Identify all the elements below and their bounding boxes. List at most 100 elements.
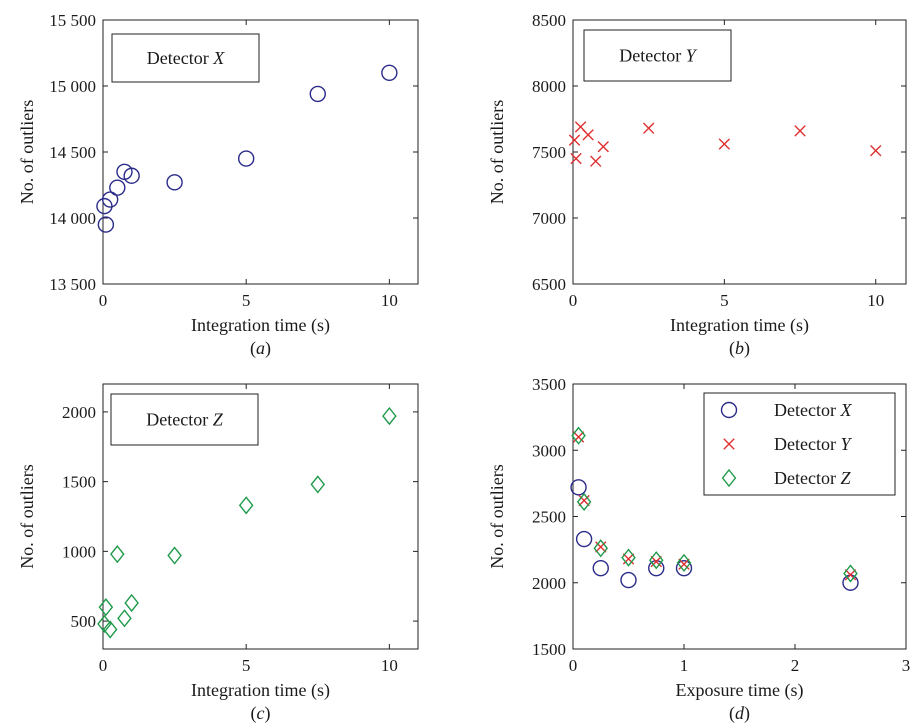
panel-a: 0 5 10 13 500 14 000 14 500 15 000 15 500 Integr… bbox=[17, 11, 419, 359]
data-point bbox=[844, 569, 857, 581]
data-point bbox=[842, 574, 859, 591]
data-point bbox=[96, 197, 113, 215]
data-point bbox=[570, 479, 587, 496]
y-tick-label: 2000 bbox=[532, 574, 566, 593]
data-point bbox=[650, 555, 662, 568]
data-point bbox=[592, 559, 609, 577]
data-point bbox=[590, 155, 602, 167]
data-point bbox=[109, 179, 126, 196]
x-tick-label: 5 bbox=[242, 291, 251, 310]
x-tick-label: 2 bbox=[791, 656, 800, 675]
y-tick-label: 6500 bbox=[532, 275, 566, 294]
y-tick-label: 3500 bbox=[532, 375, 566, 394]
data-point bbox=[597, 141, 609, 153]
x-tick-label: 3 bbox=[902, 656, 911, 675]
y-tick-label: 7500 bbox=[532, 143, 566, 162]
data-point bbox=[97, 614, 112, 634]
legend: Detector Y bbox=[583, 29, 732, 82]
data-point bbox=[382, 406, 397, 426]
data-point bbox=[97, 216, 115, 233]
panel-b: 0 5 10 6500 7000 7500 8000 8500 Integration time… bbox=[487, 11, 907, 359]
data-point bbox=[676, 553, 692, 572]
y-tick-label: 15 000 bbox=[49, 77, 96, 96]
data-point bbox=[718, 138, 731, 150]
y-axis-label: No. of outliers bbox=[17, 464, 37, 568]
data-point bbox=[620, 571, 637, 589]
data-point bbox=[575, 530, 593, 548]
y-tick-label: 14 000 bbox=[49, 209, 96, 228]
data-point bbox=[593, 539, 609, 558]
legend-marker bbox=[721, 468, 737, 488]
y-tick-label: 3000 bbox=[532, 441, 566, 460]
data-point bbox=[166, 174, 183, 191]
data-point bbox=[101, 191, 119, 208]
y-tick-label: 2000 bbox=[62, 403, 96, 422]
legend-box bbox=[110, 393, 259, 446]
x-tick-label: 0 bbox=[99, 656, 108, 675]
y-axis-label: No. of outliers bbox=[17, 100, 37, 204]
data-point bbox=[870, 144, 882, 157]
data-point bbox=[167, 546, 182, 565]
legend-entry-label: Detector X bbox=[774, 400, 852, 420]
data-point bbox=[117, 609, 132, 628]
data-point bbox=[622, 553, 635, 565]
x-axis-label: Integration time (s) bbox=[191, 315, 330, 336]
data-point bbox=[572, 431, 585, 443]
y-tick-label: 14 500 bbox=[49, 143, 96, 162]
legend-entry-label: Detector Y bbox=[619, 46, 697, 66]
legend-entry-label: Detector Z bbox=[774, 468, 851, 488]
panel-d: 0 1 2 3 1500 2000 2500 3000 3500 Exposure time (s… bbox=[487, 375, 910, 724]
data-point bbox=[310, 475, 326, 494]
data-point bbox=[568, 134, 581, 146]
panel-label: (d) bbox=[729, 703, 750, 724]
y-axis-label: No. of outliers bbox=[487, 100, 507, 204]
data-point bbox=[794, 125, 806, 137]
legend: Detector Z bbox=[110, 393, 259, 446]
series-y bbox=[568, 121, 882, 167]
data-point bbox=[237, 150, 255, 167]
x-axis-label: Integration time (s) bbox=[670, 315, 809, 336]
x-tick-label: 0 bbox=[99, 291, 108, 310]
legend-box bbox=[111, 33, 260, 83]
legend: Detector X Detector Y Detector Z bbox=[703, 392, 896, 496]
series-z bbox=[571, 426, 858, 583]
x-tick-label: 5 bbox=[242, 656, 251, 675]
series-x bbox=[96, 64, 398, 233]
x-tick-label: 1 bbox=[680, 656, 689, 675]
y-tick-label: 15 500 bbox=[49, 11, 96, 30]
x-tick-label: 0 bbox=[569, 656, 578, 675]
legend-entry-label: Detector X bbox=[147, 48, 225, 68]
data-point bbox=[381, 64, 398, 82]
data-point bbox=[309, 85, 326, 103]
panel-label: (b) bbox=[729, 338, 750, 359]
data-point bbox=[571, 426, 586, 445]
panel-c: 0 5 10 500 1000 1500 2000 Integration time (s) N… bbox=[17, 383, 419, 724]
plot-area bbox=[102, 383, 419, 650]
data-point bbox=[102, 620, 118, 639]
data-point bbox=[642, 122, 655, 134]
y-tick-label: 13 500 bbox=[49, 275, 96, 294]
y-tick-label: 8000 bbox=[532, 77, 566, 96]
data-point bbox=[843, 564, 858, 583]
legend: Detector X bbox=[111, 33, 260, 83]
data-point bbox=[595, 541, 607, 553]
series-y bbox=[572, 431, 857, 581]
data-point bbox=[678, 558, 690, 570]
x-tick-label: 10 bbox=[381, 656, 398, 675]
x-tick-label: 0 bbox=[569, 291, 578, 310]
legend-box bbox=[583, 29, 732, 82]
y-tick-label: 500 bbox=[71, 612, 97, 631]
data-point bbox=[648, 551, 664, 570]
y-tick-label: 7000 bbox=[532, 209, 566, 228]
x-axis-label: Integration time (s) bbox=[191, 680, 330, 701]
data-point bbox=[582, 129, 594, 141]
y-tick-label: 1500 bbox=[62, 473, 96, 492]
y-tick-label: 2500 bbox=[532, 508, 566, 527]
legend-entry-label: Detector Y bbox=[774, 434, 852, 454]
data-point bbox=[110, 545, 125, 564]
y-tick-label: 8500 bbox=[532, 11, 566, 30]
data-point bbox=[576, 492, 592, 512]
panel-label: (a) bbox=[250, 338, 271, 359]
series-x bbox=[570, 479, 859, 591]
